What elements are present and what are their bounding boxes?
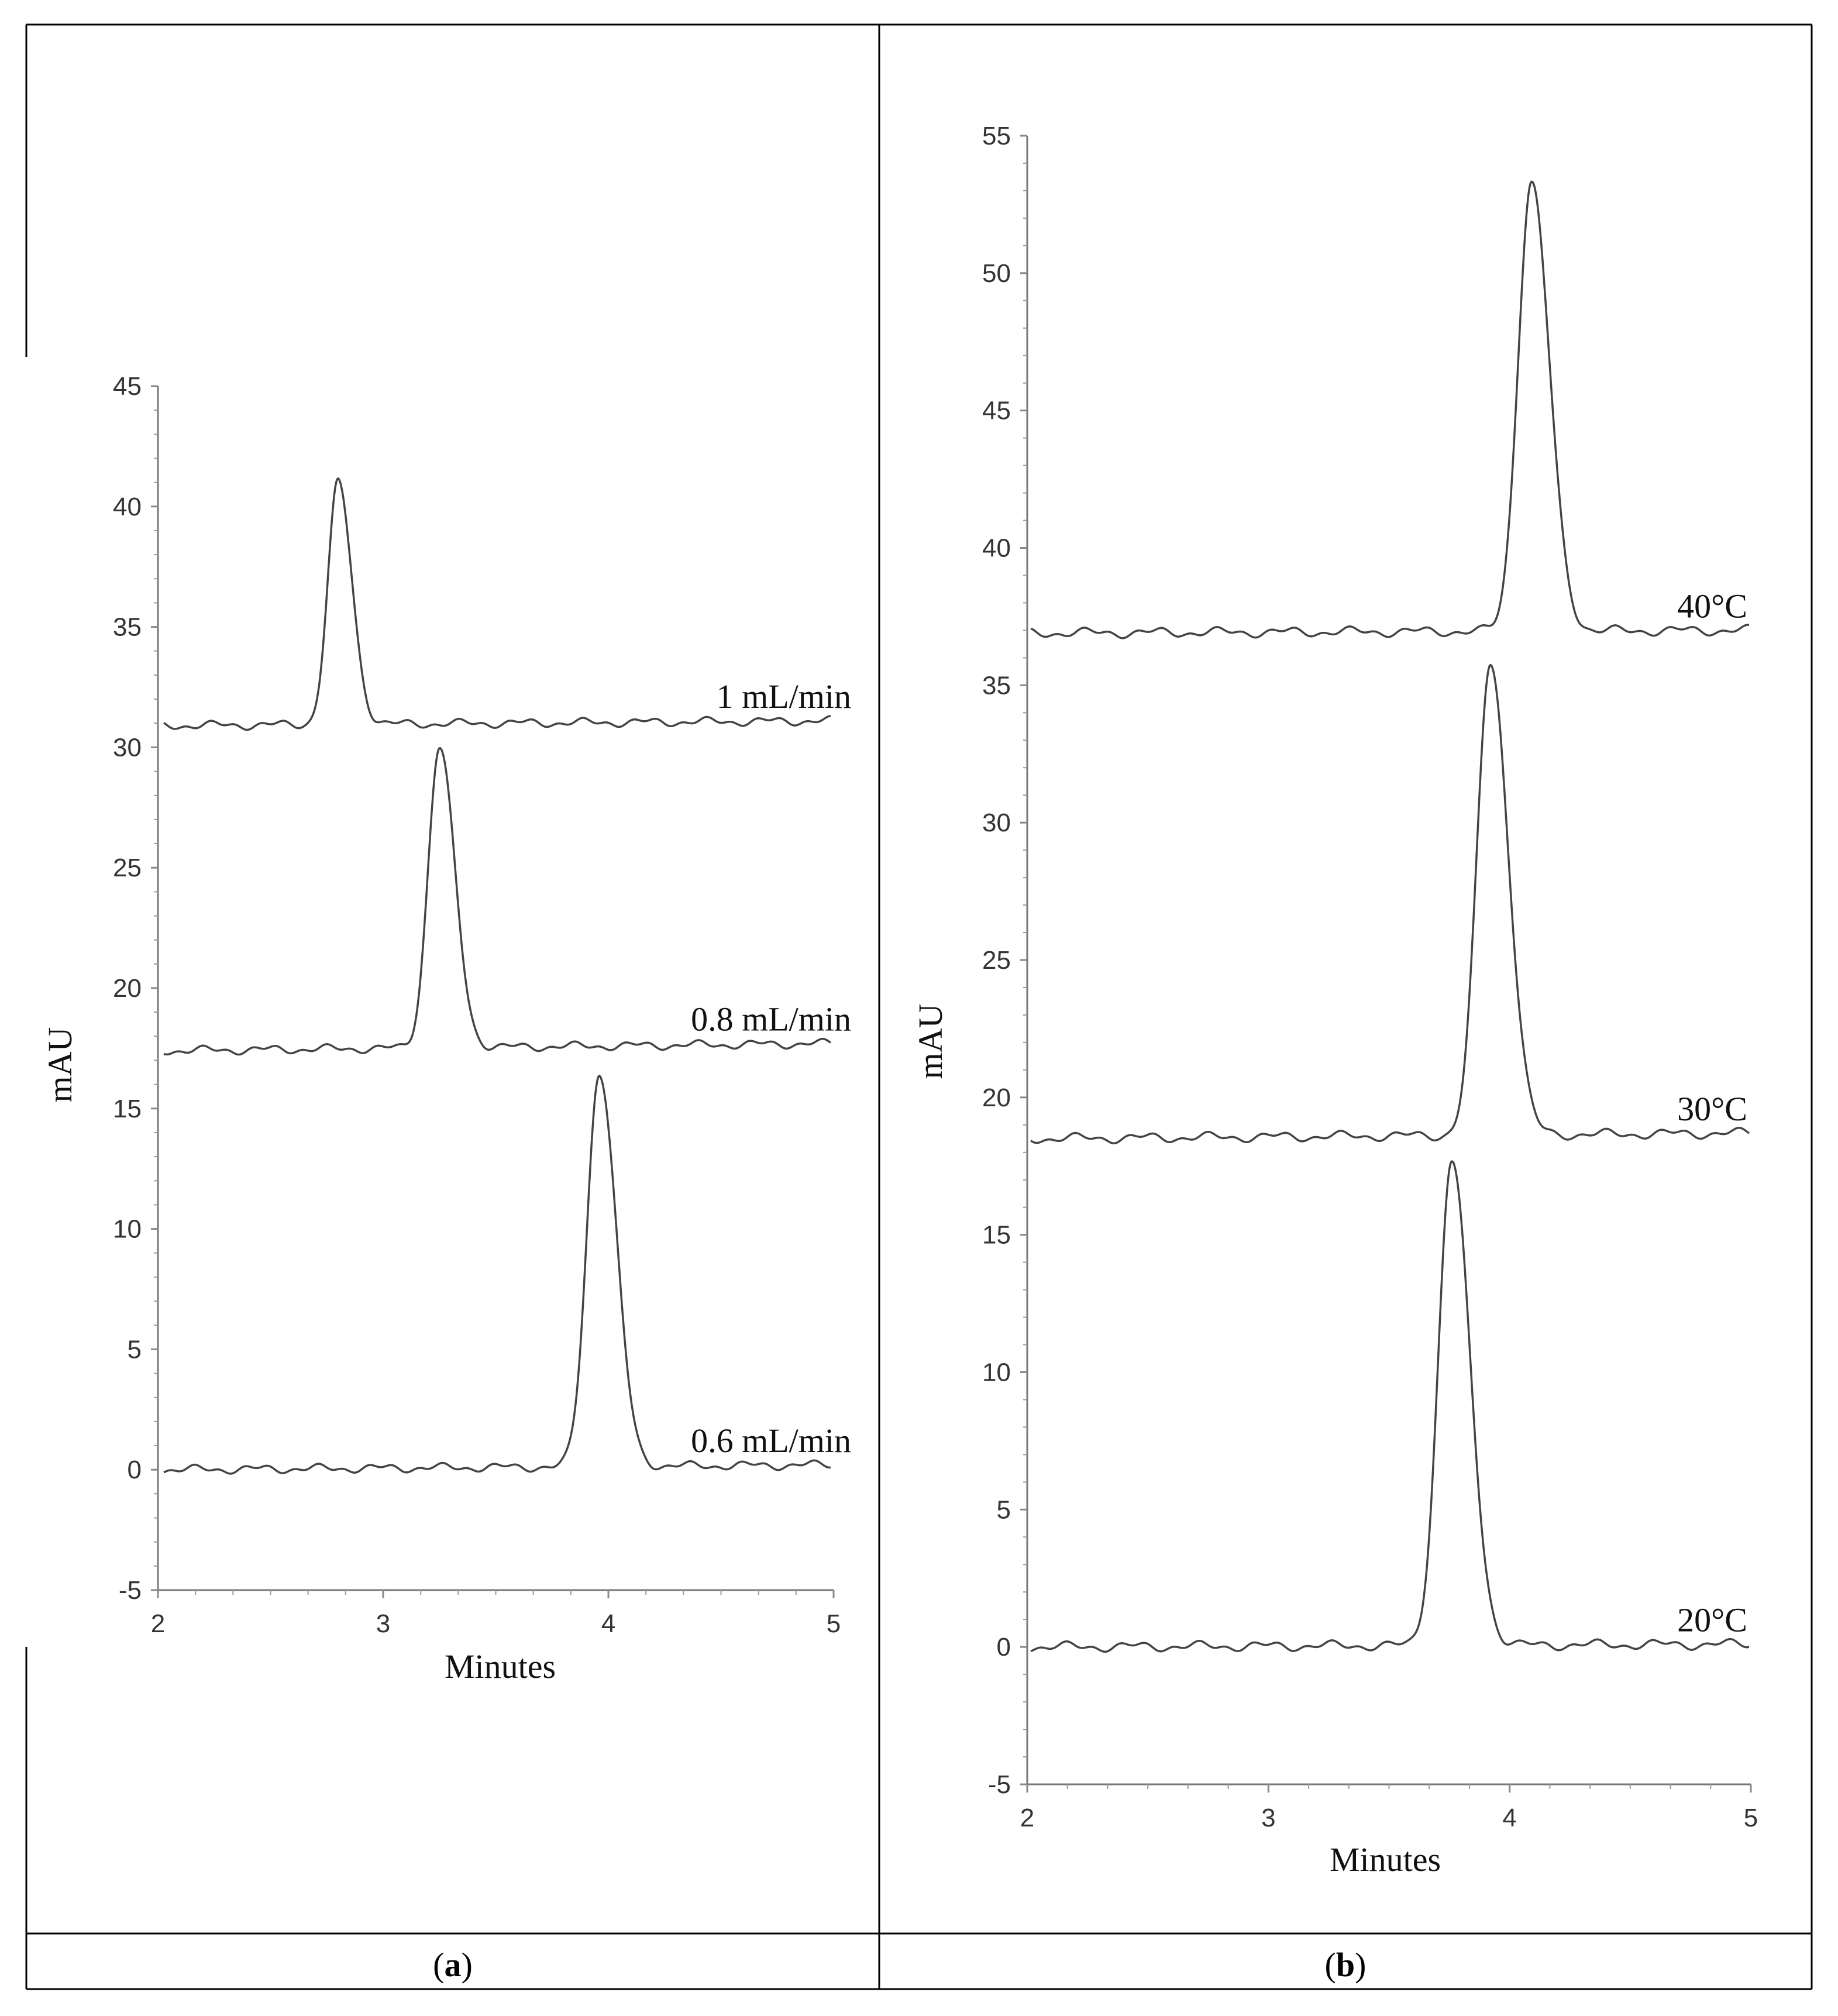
chromatogram-trace [1030, 1160, 1750, 1653]
y-tick-label: 30 [113, 733, 142, 762]
y-tick-label: 35 [982, 671, 1011, 700]
y-tick-label: 20 [982, 1083, 1011, 1112]
panel-a-caption-letter: a [445, 1946, 462, 1984]
y-tick-label: 20 [113, 974, 142, 1003]
chromatogram-trace [1030, 663, 1750, 1145]
x-tick-label: 3 [376, 1609, 390, 1638]
panel-b-caption: (b) [1325, 1946, 1367, 1984]
y-tick-label: 10 [982, 1358, 1011, 1387]
x-tick-label: 5 [827, 1609, 841, 1638]
figure-frame [25, 23, 1813, 1990]
series-label: 0.6 mL/min [691, 1422, 851, 1460]
x-tick-label: 4 [601, 1609, 615, 1638]
panel-a-caption: (a) [433, 1946, 473, 1984]
series-label: 40°C [1677, 587, 1747, 625]
x-tick-label: 2 [1020, 1804, 1034, 1832]
y-tick-label: 0 [997, 1633, 1011, 1661]
panel-b-y-axis-title: mAU [911, 1004, 949, 1079]
series-label: 30°C [1677, 1090, 1747, 1128]
x-tick-label: 3 [1261, 1804, 1275, 1832]
panel-a-x-axis-title: Minutes [445, 1647, 556, 1685]
y-tick-label: 55 [982, 122, 1011, 150]
y-tick-label: 5 [128, 1335, 142, 1364]
panel-a-traces [163, 477, 831, 1475]
y-tick-label: 40 [113, 493, 142, 521]
panel-b-x-axis: 2 3 4 5 [1020, 1783, 1758, 1832]
y-tick-label: -5 [119, 1576, 142, 1605]
panel-b-series-labels: 40°C 30°C 20°C [1677, 587, 1747, 1639]
y-tick-label: 30 [982, 809, 1011, 837]
y-tick-label: 25 [982, 946, 1011, 975]
y-tick-label: 25 [113, 854, 142, 882]
panel-b-traces [1030, 180, 1750, 1653]
panel-b-y-ticks: -5 0 5 10 15 20 25 30 35 40 45 50 55 [982, 122, 1027, 1799]
y-tick-label: 35 [113, 613, 142, 642]
panel-a-x-axis: 2 3 4 5 [151, 1589, 841, 1638]
chromatogram-trace [163, 477, 831, 731]
y-tick-label: 45 [113, 372, 142, 401]
panel-a-series-labels: 1 mL/min 0.8 mL/min 0.6 mL/min [691, 677, 851, 1460]
y-tick-label: 0 [128, 1456, 142, 1484]
series-label: 0.8 mL/min [691, 1000, 851, 1038]
y-tick-label: 5 [997, 1495, 1011, 1524]
panel-a-y-axis-title: mAU [41, 1027, 79, 1103]
y-tick-label: -5 [988, 1770, 1011, 1799]
y-tick-label: 50 [982, 259, 1011, 288]
y-tick-label: 45 [982, 397, 1011, 425]
y-tick-label: 40 [982, 534, 1011, 563]
panel-b-caption-letter: b [1336, 1946, 1355, 1984]
panel-b-x-axis-title: Minutes [1330, 1840, 1441, 1879]
series-label: 20°C [1677, 1601, 1747, 1639]
x-tick-label: 2 [151, 1609, 165, 1638]
y-tick-label: 15 [982, 1221, 1011, 1250]
panel-a-y-ticks: -5 0 5 10 15 20 25 30 35 40 45 [113, 372, 158, 1605]
panel-b-x-ticks: 2 3 4 5 [1020, 1784, 1758, 1832]
chromatogram-trace [1030, 180, 1750, 639]
x-tick-label: 4 [1502, 1804, 1516, 1832]
panel-a-y-axis: -5 0 5 10 15 20 25 30 35 40 45 [113, 372, 159, 1605]
panel-a-x-ticks: 2 3 4 5 [151, 1590, 841, 1638]
panel-b-y-axis: -5 0 5 10 15 20 25 30 35 40 45 50 55 [982, 122, 1028, 1799]
chromatogram-trace [163, 746, 831, 1056]
series-label: 1 mL/min [717, 677, 851, 715]
chromatogram-trace [163, 1075, 831, 1475]
y-tick-label: 15 [113, 1095, 142, 1123]
x-tick-label: 5 [1744, 1804, 1758, 1832]
y-tick-label: 10 [113, 1215, 142, 1244]
